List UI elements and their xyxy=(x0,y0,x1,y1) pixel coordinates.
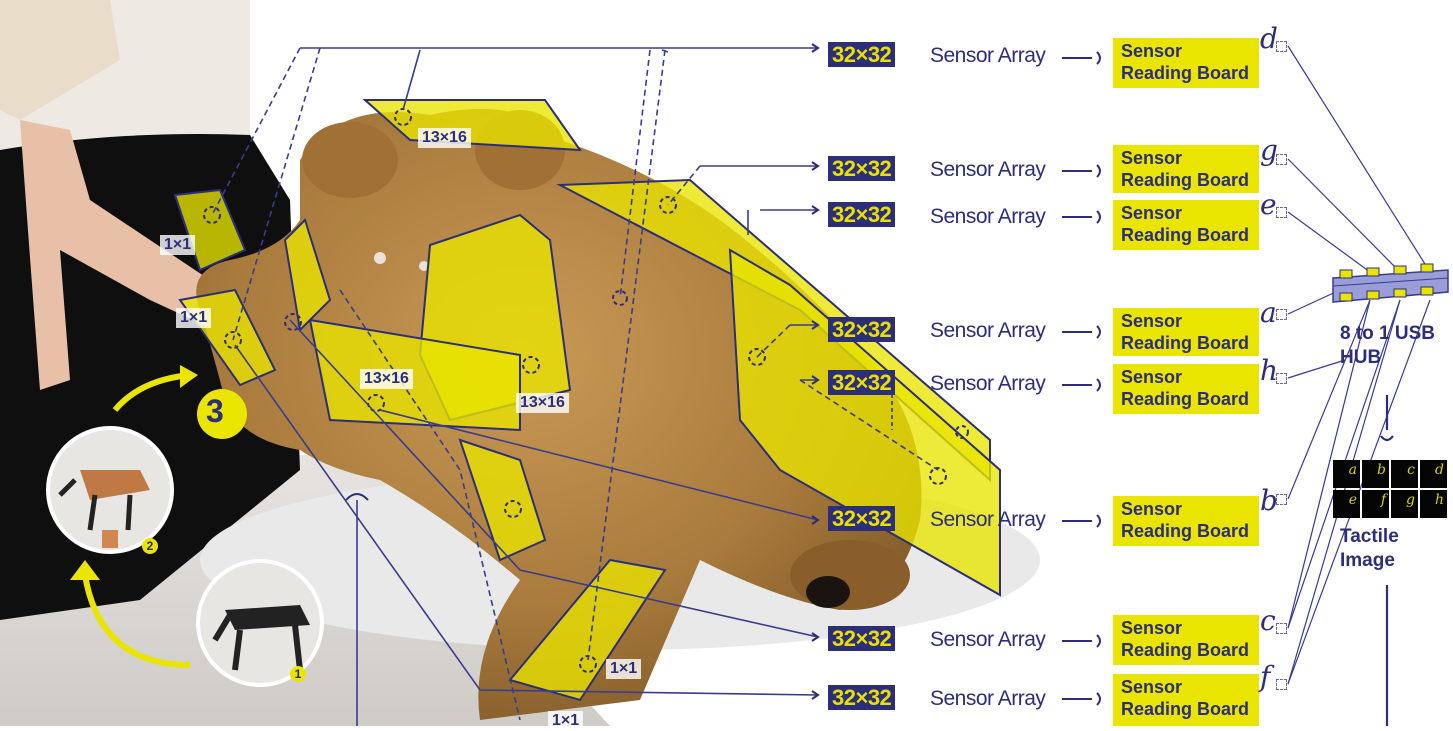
tactile-cell: d xyxy=(1420,460,1447,488)
bear-eye xyxy=(419,261,429,271)
step-1-number: 1 xyxy=(290,666,306,682)
sensor-array-size: 32×32 xyxy=(828,202,896,227)
patch-label-hand-1: 1×1 xyxy=(160,235,196,255)
robot-photo-2 xyxy=(46,426,174,554)
sensor-array-label: Sensor Array xyxy=(930,319,1046,342)
sensor-array-size: 32×32 xyxy=(828,626,896,651)
sensor-reading-board: Sensor Reading Board xyxy=(1113,364,1259,414)
sensor-array-size: 32×32 xyxy=(828,42,896,67)
board-letter: h xyxy=(1260,354,1279,387)
tactile-image-label: Tactile Image xyxy=(1340,526,1399,571)
person-arm xyxy=(20,120,240,390)
sensor-array-size: 32×32 xyxy=(828,506,896,531)
tactile-cell: a xyxy=(1333,460,1360,488)
patch-label-head: 13×16 xyxy=(418,128,471,148)
tactile-cell: f xyxy=(1362,490,1389,518)
patch-label-arm: 13×16 xyxy=(360,369,413,389)
tactile-cell: e xyxy=(1333,490,1360,518)
sensor-array-size: 32×32 xyxy=(828,685,896,710)
sensor-reading-board: Sensor Reading Board xyxy=(1113,308,1259,356)
connector-port-icon xyxy=(1276,207,1287,218)
sensor-array-label: Sensor Array xyxy=(930,628,1046,651)
tactile-cell: g xyxy=(1391,490,1418,518)
sensor-reading-board: Sensor Reading Board xyxy=(1113,674,1259,726)
usb-hub-label: 8 to 1 USB HUB xyxy=(1340,323,1436,368)
connector-port-icon xyxy=(1276,41,1287,52)
bear-eye xyxy=(374,252,386,264)
array-arrowheads xyxy=(811,43,820,700)
step-arrowhead-icon xyxy=(180,365,198,388)
sensor-reading-board: Sensor Reading Board xyxy=(1113,615,1259,665)
patch-paw xyxy=(508,558,667,702)
sensor-reading-board: Sensor Reading Board xyxy=(1113,200,1259,250)
board-arrows xyxy=(1062,51,1101,706)
connector-port-icon xyxy=(1276,494,1287,505)
patch-side xyxy=(728,248,1001,597)
sensor-reading-board: Sensor Reading Board xyxy=(1113,145,1259,193)
board-letter: c xyxy=(1260,604,1276,637)
board-letter: b xyxy=(1260,484,1278,517)
patch-label-paw: 1×1 xyxy=(606,659,642,679)
connector-port-icon xyxy=(1276,309,1287,320)
sensor-reading-board: Sensor Reading Board xyxy=(1113,496,1259,546)
patch-cheek xyxy=(283,218,332,333)
sensor-array-size: 32×32 xyxy=(828,156,896,181)
photo-background xyxy=(0,0,610,726)
step-3-badge xyxy=(197,389,247,439)
connector-lines xyxy=(211,47,939,726)
board-letter: e xyxy=(1260,188,1277,221)
board-letter: g xyxy=(1260,134,1278,167)
usb-hub-icon xyxy=(1332,263,1449,303)
sensor-array-label: Sensor Array xyxy=(930,44,1046,67)
connector-port-icon xyxy=(1276,154,1287,165)
hub-to-tactile-arrow xyxy=(1380,395,1394,726)
tactile-cell: c xyxy=(1391,460,1418,488)
board-letter: f xyxy=(1260,660,1271,693)
sensor-array-label: Sensor Array xyxy=(930,508,1046,531)
connector-port-icon xyxy=(1276,679,1287,690)
sensor-array-label: Sensor Array xyxy=(930,158,1046,181)
step-2-number: 2 xyxy=(142,538,158,554)
sensor-array-label: Sensor Array xyxy=(930,372,1046,395)
step-arrowhead-icon xyxy=(70,560,100,580)
robot-photo-1 xyxy=(196,559,324,687)
patch-label-hand-2: 1×1 xyxy=(176,308,212,328)
sensor-reading-board: Sensor Reading Board xyxy=(1113,38,1259,88)
person-shirt xyxy=(0,0,120,120)
sensor-array-size: 32×32 xyxy=(828,317,896,342)
connector-port-icon xyxy=(1276,373,1287,384)
patch-label-foot: 1×1 xyxy=(548,711,584,731)
tactile-cell: h xyxy=(1420,490,1447,518)
patch-label-face: 13×16 xyxy=(516,393,569,413)
step-3-number: 3 xyxy=(206,393,224,429)
sensor-array-size: 32×32 xyxy=(828,370,896,395)
patch-belly xyxy=(458,438,547,562)
board-letter: a xyxy=(1260,296,1277,329)
sensor-array-label: Sensor Array xyxy=(930,205,1046,228)
connector-hook-icon xyxy=(345,493,369,501)
tactile-cell: b xyxy=(1362,460,1389,488)
board-letter: d xyxy=(1260,22,1278,55)
patch-arm xyxy=(308,318,521,432)
connector-port-icon xyxy=(1276,623,1287,634)
sensor-array-label: Sensor Array xyxy=(930,687,1046,710)
bear-ear xyxy=(302,122,398,198)
